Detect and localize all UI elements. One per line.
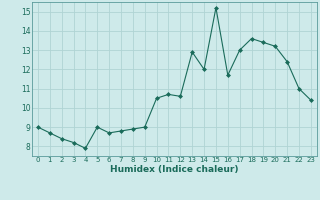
X-axis label: Humidex (Indice chaleur): Humidex (Indice chaleur) [110, 165, 239, 174]
